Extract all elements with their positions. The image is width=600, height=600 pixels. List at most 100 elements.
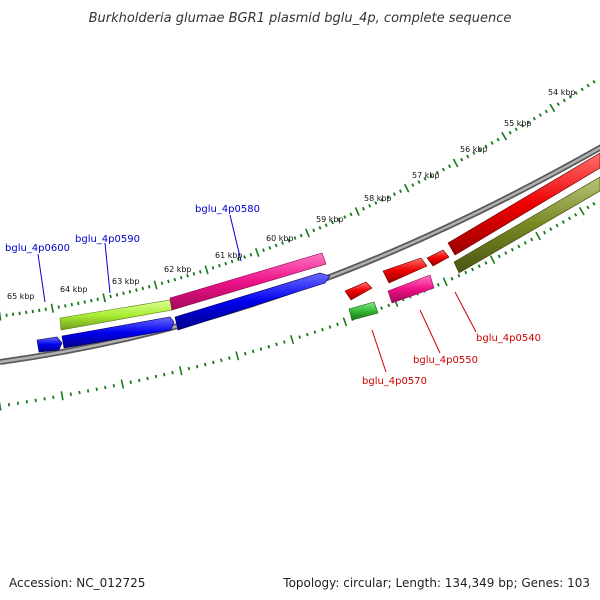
scale-tick-minor bbox=[109, 294, 112, 299]
scale-tick-minor bbox=[337, 217, 341, 222]
scale-tick-minor bbox=[135, 288, 138, 292]
scale-tick-minor bbox=[187, 366, 191, 371]
scale-tick-minor bbox=[555, 223, 559, 228]
gene-arrow-blue-long[interactable] bbox=[174, 272, 331, 331]
scale-tick-minor bbox=[25, 400, 28, 404]
scale-tick-major bbox=[204, 265, 209, 275]
scale-tick-minor bbox=[423, 177, 427, 181]
scale-tick-minor bbox=[104, 385, 107, 390]
scale-tick-minor bbox=[34, 398, 37, 403]
topology-text: Topology: circular; Length: 134,349 bp; … bbox=[283, 576, 590, 590]
gene-bar-olive[interactable] bbox=[453, 176, 600, 274]
scale-tick-minor bbox=[57, 305, 60, 309]
scale-tick-minor bbox=[147, 284, 151, 289]
gene-label-bglu-4p0550[interactable]: bglu_4p0550 bbox=[413, 355, 478, 366]
scale-tick-minor bbox=[328, 325, 332, 329]
scale-tick-minor bbox=[318, 225, 322, 230]
scale-tick-major bbox=[102, 293, 106, 303]
scale-tick-minor bbox=[349, 212, 353, 217]
scale-tick-minor bbox=[556, 102, 560, 106]
gene-bar-bglu-4p0550[interactable] bbox=[387, 274, 435, 304]
scale-tick-major bbox=[305, 228, 310, 238]
scale-labels: 54 kbp 55 kbp 56 kbp 57 kbp 58 kbp 59 kb… bbox=[7, 88, 576, 301]
scale-tick-minor bbox=[179, 275, 183, 280]
scale-tick-minor bbox=[484, 144, 488, 149]
gene-arrow-red-small-2[interactable] bbox=[426, 249, 450, 267]
map-title: Burkholderia glumae BGR1 plasmid bglu_4p… bbox=[89, 11, 512, 26]
scale-tick-minor bbox=[236, 257, 240, 262]
gene-label-bglu-4p0590[interactable]: bglu_4p0590 bbox=[75, 234, 140, 245]
scale-tick-minor bbox=[259, 347, 263, 351]
scale-tick-minor bbox=[228, 356, 231, 360]
scale-tick-minor bbox=[43, 397, 46, 401]
accession-text: Accession: NC_012725 bbox=[9, 576, 146, 590]
scale-tick-minor bbox=[287, 238, 291, 243]
scale-tick-minor bbox=[324, 223, 328, 227]
scale-tick-minor bbox=[514, 127, 518, 132]
reverse-strand-genes bbox=[344, 152, 600, 321]
scale-tick-minor bbox=[146, 376, 149, 381]
scale-tick-major bbox=[178, 366, 183, 376]
scale-tick-minor bbox=[186, 274, 189, 278]
scale-label-55kbp: 55 kbp bbox=[504, 119, 532, 128]
scale-label-59kbp: 59 kbp bbox=[316, 215, 344, 224]
scale-tick-minor bbox=[249, 252, 253, 257]
scale-tick-minor bbox=[122, 291, 125, 296]
scale-tick-minor bbox=[220, 358, 223, 363]
scale-tick-minor bbox=[526, 120, 530, 125]
scale-tick-minor bbox=[275, 342, 278, 347]
scale-tick-minor bbox=[374, 201, 378, 205]
scale-label-63kbp: 63 kbp bbox=[112, 277, 140, 286]
gene-arrow-red-small[interactable] bbox=[344, 281, 373, 301]
scale-tick-minor bbox=[387, 303, 391, 308]
scale-tick-minor bbox=[484, 261, 488, 265]
scale-tick-minor bbox=[568, 94, 572, 99]
scale-tick-minor bbox=[448, 164, 452, 169]
gene-label-bglu-4p0580[interactable]: bglu_4p0580 bbox=[195, 204, 260, 215]
scale-label-54kbp: 54 kbp bbox=[548, 88, 576, 97]
scale-tick-minor bbox=[392, 192, 396, 196]
scale-tick-minor bbox=[460, 157, 464, 162]
scale-tick-minor bbox=[504, 251, 508, 255]
scale-tick-minor bbox=[299, 233, 303, 238]
gene-label-bglu-4p0570[interactable]: bglu_4p0570 bbox=[362, 376, 427, 387]
gene-arrow-bglu-4p0590[interactable] bbox=[61, 316, 175, 349]
gene-arrow-bglu-4p0600[interactable] bbox=[36, 336, 63, 353]
scale-tick-minor bbox=[517, 244, 521, 249]
gene-bar-bglu-4p0580[interactable] bbox=[169, 252, 327, 311]
scale-tick-minor bbox=[321, 327, 324, 332]
scale-label-62kbp: 62 kbp bbox=[164, 265, 192, 274]
scale-tick-minor bbox=[398, 189, 403, 193]
scale-tick-minor bbox=[173, 277, 177, 282]
outer-scale-ticks bbox=[0, 80, 596, 321]
scale-tick-minor bbox=[532, 116, 536, 121]
scale-tick-minor bbox=[31, 309, 34, 314]
scale-tick-minor bbox=[293, 236, 297, 240]
scale-tick-minor bbox=[274, 243, 278, 248]
gene-arrow-red-long[interactable] bbox=[447, 152, 600, 256]
scale-tick-minor bbox=[268, 245, 272, 250]
scale-tick-minor bbox=[78, 390, 81, 395]
scale-tick-minor bbox=[112, 384, 116, 388]
scale-tick-major bbox=[120, 379, 125, 389]
scale-tick-minor bbox=[466, 154, 470, 159]
scale-tick-minor bbox=[496, 137, 500, 142]
gene-label-bglu-4p0600[interactable]: bglu_4p0600 bbox=[5, 243, 70, 254]
scale-tick-minor bbox=[154, 374, 158, 379]
scale-tick-minor bbox=[95, 387, 98, 391]
scale-tick-minor bbox=[160, 281, 164, 286]
gene-bar-bglu-4p0570[interactable] bbox=[348, 301, 379, 321]
scale-tick-minor bbox=[18, 311, 21, 316]
gene-arrow-red-mid[interactable] bbox=[382, 257, 428, 284]
scale-tick-major bbox=[0, 401, 2, 411]
scale-tick-minor bbox=[472, 151, 476, 155]
scale-tick-minor bbox=[218, 263, 221, 268]
scale-tick-major bbox=[501, 131, 508, 141]
scale-tick-minor bbox=[544, 109, 548, 114]
scale-tick-minor bbox=[574, 212, 578, 217]
scale-tick-minor bbox=[477, 264, 481, 268]
scale-tick-minor bbox=[586, 83, 590, 88]
scale-tick-major bbox=[578, 206, 585, 216]
gene-label-bglu-4p0540[interactable]: bglu_4p0540 bbox=[476, 333, 541, 344]
scale-tick-minor bbox=[224, 261, 228, 266]
